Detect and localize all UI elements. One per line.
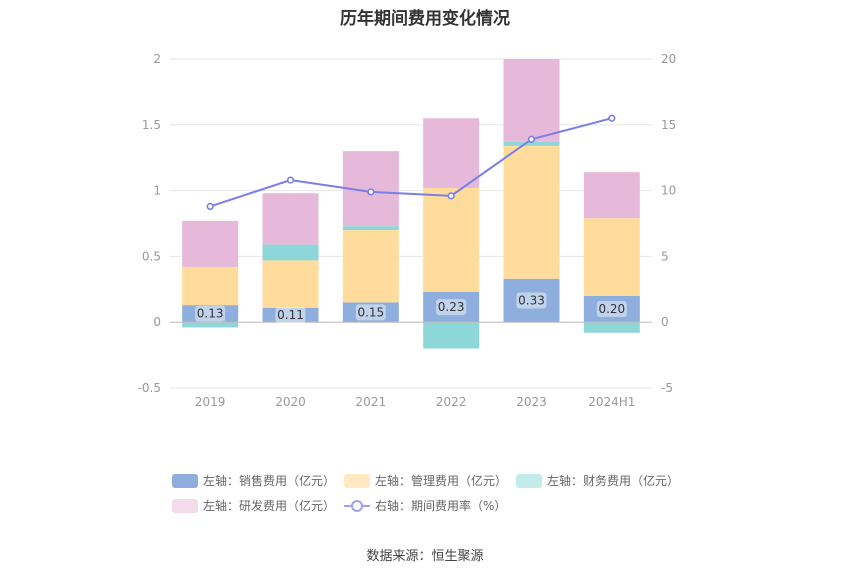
- bar-segment: [262, 244, 319, 261]
- bar-segment: [423, 187, 480, 292]
- left-axis-tick-label: 1: [153, 184, 161, 198]
- bar-segment: [262, 260, 319, 308]
- bar-segment: [503, 145, 560, 279]
- right-axis-tick-label: 20: [661, 52, 676, 66]
- bar-segment: [583, 322, 640, 333]
- data-label: 0.15: [357, 305, 384, 319]
- x-axis-tick-label: 2024H1: [588, 395, 635, 409]
- expense-rate-point: [447, 192, 455, 200]
- bar-segment: [342, 302, 399, 323]
- bar-segment: [182, 305, 239, 323]
- bar-segment: [342, 230, 399, 303]
- legend-item-admin[interactable]: 左轴：管理费用（亿元）: [344, 472, 507, 489]
- bar-segment: [262, 193, 319, 245]
- right-axis-tick-label: 0: [661, 315, 669, 329]
- data-label-box: [596, 301, 627, 318]
- expense-rate-point: [286, 176, 295, 184]
- legend-item-rd[interactable]: 左轴：研发费用（亿元）: [172, 497, 335, 514]
- expense-rate-point: [367, 188, 375, 196]
- expense-rate-point: [206, 202, 214, 210]
- bar-segment: [182, 322, 239, 328]
- data-label-box: [195, 305, 226, 322]
- x-axis-tick-label: 2023: [516, 395, 547, 409]
- chart-title: 历年期间费用变化情况: [340, 9, 510, 29]
- bar-segment: [503, 141, 560, 146]
- legend-item-sales[interactable]: 左轴：销售费用（亿元）: [172, 472, 335, 489]
- bar-segment: [262, 307, 319, 323]
- bar-segment: [182, 266, 239, 306]
- data-label-box: [355, 304, 386, 321]
- bar-segment: [583, 218, 640, 296]
- data-label: 0.23: [438, 300, 465, 314]
- expense-rate-line: [209, 117, 613, 208]
- data-label-box: [275, 306, 306, 323]
- bar-segment: [182, 220, 239, 267]
- left-axis-tick-label: 1.5: [142, 118, 161, 132]
- left-axis-tick-label: 0: [153, 315, 161, 329]
- legend-item-finance[interactable]: 左轴：财务费用（亿元）: [516, 472, 679, 489]
- x-axis-tick-label: 2021: [356, 395, 387, 409]
- legend-label-finance: 左轴：财务费用（亿元）: [547, 474, 680, 488]
- data-source: 数据来源：恒生聚源: [366, 549, 484, 564]
- expense-rate-point: [608, 114, 616, 122]
- x-axis-tick-label: 2019: [195, 395, 226, 409]
- legend-label-expense-rate: 右轴：期间费用率（%）: [375, 499, 507, 513]
- legend-label-admin: 左轴：管理费用（亿元）: [375, 474, 508, 488]
- left-axis-tick-label: 2: [153, 52, 161, 66]
- legend-swatch-rd: [172, 498, 198, 513]
- right-axis-tick-label: 5: [661, 249, 669, 263]
- bar-segment: [583, 295, 640, 323]
- bar-segment: [423, 322, 480, 349]
- left-axis-tick-label: 0.5: [142, 249, 161, 263]
- legend-swatch-admin: [344, 473, 370, 488]
- data-label-box: [436, 299, 467, 316]
- right-axis-tick-label: 15: [661, 118, 676, 132]
- right-axis-tick-label: 10: [661, 184, 676, 198]
- expense-rate-point: [527, 135, 536, 143]
- data-label: 0.20: [598, 302, 625, 316]
- bar-segment: [503, 59, 560, 142]
- legend-swatch-sales: [172, 473, 198, 488]
- data-label-box: [516, 292, 547, 309]
- legend-label-sales: 左轴：销售费用（亿元）: [203, 474, 336, 488]
- legend-swatch-finance: [516, 473, 542, 488]
- data-label: 0.33: [518, 293, 545, 307]
- x-axis-tick-label: 2022: [436, 395, 467, 409]
- right-axis-tick-label: -5: [661, 381, 673, 395]
- bar-segment: [583, 172, 640, 219]
- bar-segment: [423, 291, 480, 323]
- legend-label-rd: 左轴：研发费用（亿元）: [203, 499, 336, 513]
- bar-segment: [423, 118, 480, 188]
- data-label: 0.11: [277, 308, 304, 322]
- left-axis-tick-label: -0.5: [138, 381, 161, 395]
- legend-item-expense-rate[interactable]: 右轴：期间费用率（%）: [344, 497, 506, 514]
- bar-segment: [342, 226, 399, 231]
- x-axis-tick-label: 2020: [275, 395, 306, 409]
- data-label: 0.13: [197, 307, 224, 321]
- legend-swatch-expense-rate: [344, 499, 370, 512]
- bar-segment: [503, 278, 560, 323]
